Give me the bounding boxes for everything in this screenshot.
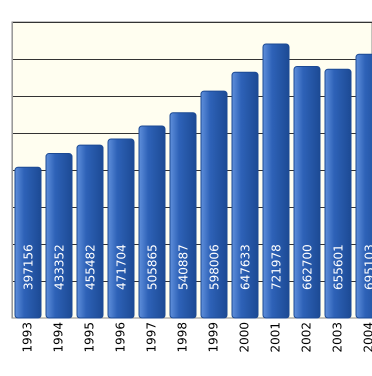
value-label-1999: 598006 [208,244,222,290]
bar-1997 [138,125,166,319]
value-label-2003: 655601 [332,244,346,290]
x-tick-1999: 1999 [207,322,221,353]
value-label-1995: 455482 [84,244,98,290]
value-label-1996: 471704 [115,244,129,290]
value-label-2000: 647633 [239,244,253,290]
x-tick-2001: 2001 [269,322,283,353]
x-tick-1994: 1994 [52,322,66,353]
bar-2004 [355,53,372,319]
x-tick-1998: 1998 [176,322,190,353]
value-label-1998: 540887 [177,244,191,290]
x-tick-2000: 2000 [238,322,252,353]
value-label-2002: 662700 [301,244,315,290]
bar-1993 [14,166,42,319]
bar-2000 [231,71,259,319]
bar-1995 [76,144,104,319]
x-tick-2003: 2003 [331,322,345,353]
x-tick-2004: 2004 [362,322,372,353]
bar-2001 [262,43,290,319]
value-label-2004: 695103 [363,244,372,290]
bar-1994 [45,153,73,319]
value-label-1997: 505865 [146,244,160,290]
bar-2003 [324,68,352,319]
x-tick-2002: 2002 [300,322,314,353]
value-labels: 397156 433352 455482 471704 505865 540887 5980… [22,244,372,290]
value-label-1993: 397156 [22,244,36,290]
bars [14,43,372,319]
x-tick-1997: 1997 [145,322,159,353]
value-label-2001: 721978 [270,244,284,290]
x-tick-1996: 1996 [114,322,128,353]
bar-1996 [107,138,135,319]
x-tick-1995: 1995 [83,322,97,353]
value-label-1994: 433352 [53,244,67,290]
bar-2002 [293,66,321,319]
bar-1999 [200,90,228,319]
x-tick-labels: 1993 1994 1995 1996 1997 1998 1999 2000 2001 2002… [21,322,372,353]
x-tick-1993: 1993 [21,322,35,353]
bar-1998 [169,112,197,319]
